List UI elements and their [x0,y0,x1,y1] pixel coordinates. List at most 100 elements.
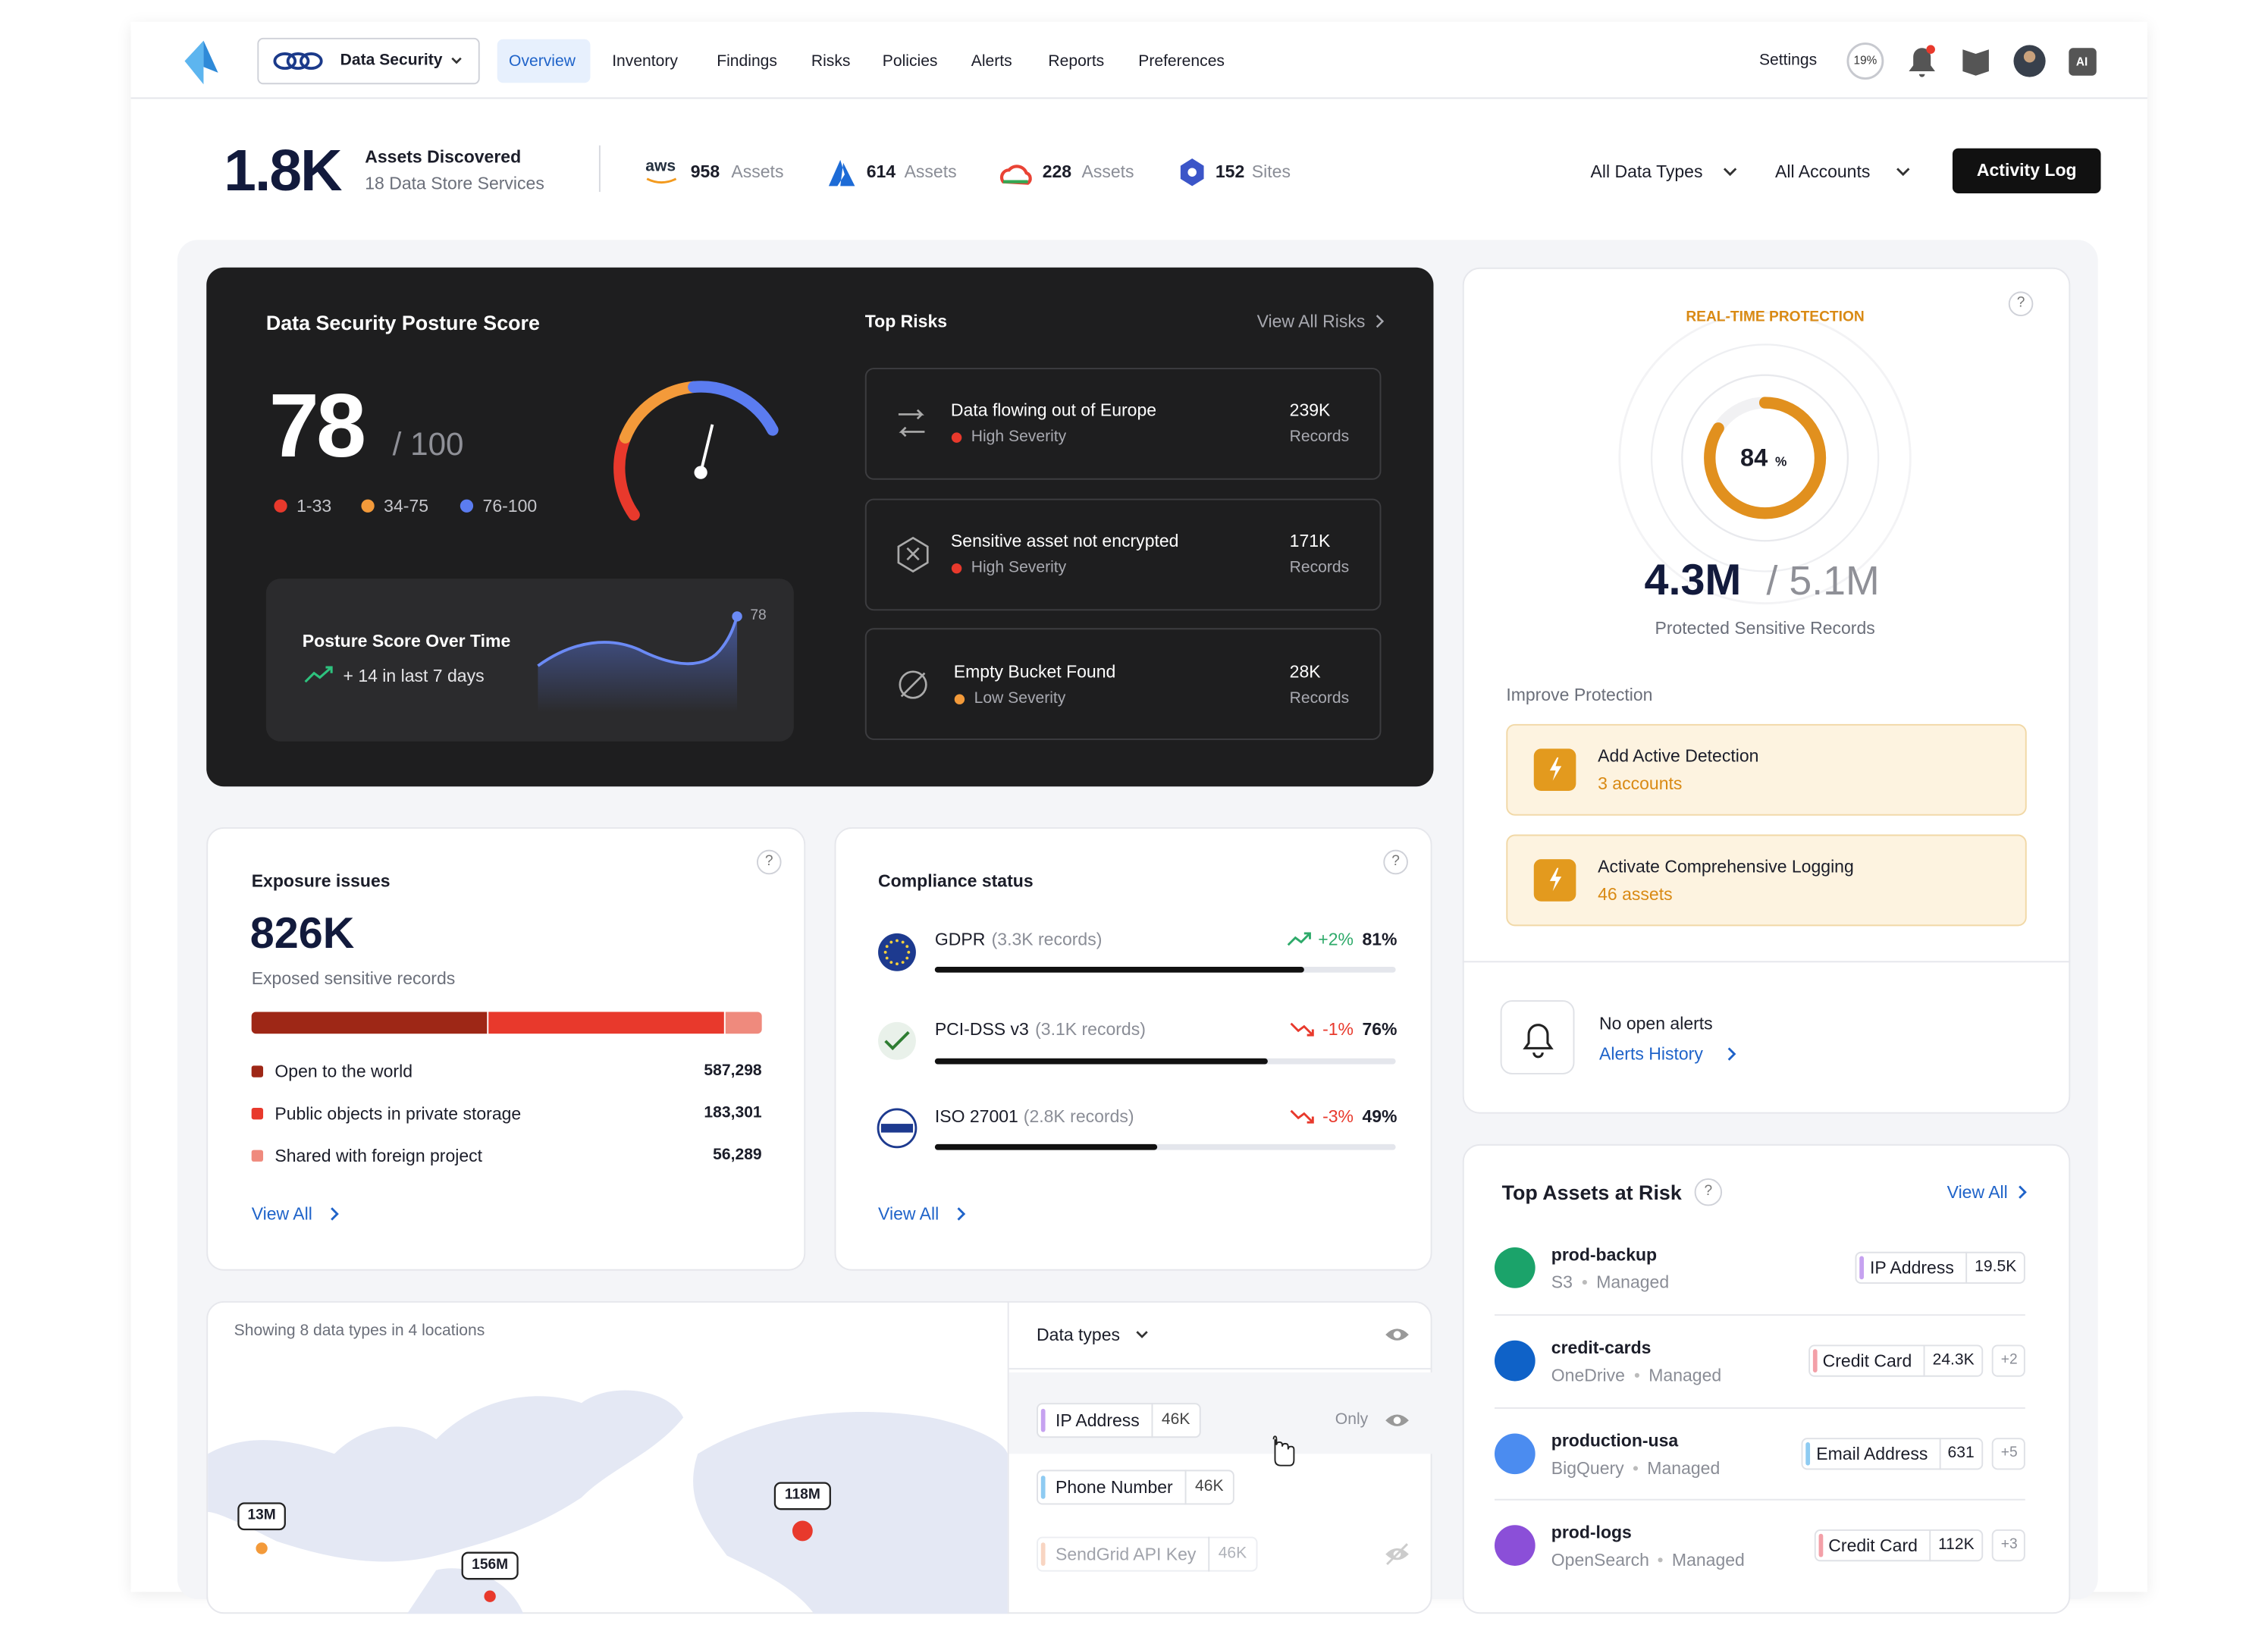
data-tag [1814,1529,1984,1562]
tag-extra-box [1991,1529,2025,1562]
nav-tab[interactable]: Inventory [612,52,678,71]
button[interactable]: Activity Log [1976,159,2077,180]
help [756,849,782,875]
nav-divider [130,97,2147,99]
asset-icon [1494,1433,1536,1475]
chevron [1896,168,1910,177]
data-type-chip[interactable] [1037,1470,1234,1505]
link[interactable]: View All [878,1203,940,1225]
action-card[interactable] [1506,723,2027,816]
data-type-chip[interactable] [1037,1536,1258,1572]
product-select[interactable] [257,37,480,85]
help [1694,1178,1723,1206]
star [901,940,905,944]
nav-tab[interactable]: Findings [717,52,777,71]
label: 1-33 [296,495,332,516]
azure-icon [828,159,855,187]
label: 56,289 [713,1146,762,1164]
link[interactable]: View All [251,1203,312,1225]
label: 13M [247,1507,276,1524]
label: BigQuery [1551,1458,1624,1479]
link[interactable]: View All [1946,1181,2008,1203]
product-icon [286,52,310,71]
data-tag [1855,1251,2025,1284]
label: 34-75 [384,495,429,516]
label: Compliance status [878,870,1034,892]
label: 19.5K [1975,1258,2017,1276]
gdpr-icon [878,933,916,971]
asset-icon [1494,1525,1536,1566]
label: Exposure issues [251,870,391,892]
data-type-chip[interactable] [1037,1403,1201,1438]
nav-tab[interactable]: Overview [509,52,576,71]
chevron [451,57,462,64]
star [885,945,889,949]
label: 76-100 [482,495,538,516]
end-dot [732,611,742,622]
legend-dot [361,499,375,513]
avatar-head [2023,51,2036,63]
pci-mark [884,1030,910,1051]
label: OneDrive [1551,1365,1625,1386]
chevron [331,1207,339,1221]
nav-tab[interactable]: Risks [811,52,851,71]
nav-tab[interactable]: Preferences [1138,52,1225,71]
label: Sensitive asset not encrypted [950,530,1179,551]
filter[interactable]: All Accounts [1775,161,1871,182]
divider [1939,1438,1941,1470]
progress-fill [934,1058,1268,1065]
button[interactable]: Only [1335,1410,1369,1429]
risk-item[interactable] [864,498,1382,611]
nav-link[interactable]: Settings [1758,52,1818,70]
label: IP Address [1055,1410,1140,1431]
star [896,962,899,966]
label: 19% [1853,53,1877,67]
label: 46 assets [1598,883,1673,905]
label: (3.3K records) [991,929,1103,950]
nav-tab[interactable]: Policies [882,52,938,71]
label: 24.3K [1932,1351,1975,1369]
link[interactable]: View All Risks [1256,311,1366,332]
label: Records [1289,559,1350,577]
label: Add Active Detection [1598,745,1759,767]
action-card[interactable] [1506,834,2027,927]
label: Phone Number [1055,1476,1173,1498]
risk-item[interactable] [864,368,1382,480]
exposure-card [206,827,806,1271]
landmass [406,1568,524,1614]
activity-log-button[interactable] [1952,148,2101,194]
iso-band [880,1124,914,1133]
severity-dot [954,694,965,704]
tag-extra: +5 [2000,1444,2018,1461]
compliance-card [834,827,1432,1271]
type-color [1040,1542,1046,1566]
risk-item[interactable] [864,628,1382,740]
label: 18 Data Store Services [365,173,544,194]
donut-fill [1704,397,1827,519]
label: 183,301 [704,1104,762,1122]
empty-icon [899,670,927,699]
bar-segment [488,1012,724,1034]
progress-fill [934,1143,1158,1150]
landmass [693,1412,1008,1614]
label: / 5.1M [1766,558,1880,604]
label: Credit Card [1822,1350,1912,1372]
label: REAL-TIME PROTECTION [1686,309,1865,326]
filter[interactable]: Data types [1037,1324,1121,1345]
star [885,956,889,960]
nav-tab[interactable]: Alerts [971,52,1012,71]
ring [1618,311,1912,605]
label: Data Security Posture Score [265,311,540,334]
nav-tab[interactable]: Reports [1048,52,1105,71]
eye-pupil [1393,1331,1401,1338]
label: Showing 8 data types in 4 locations [234,1322,485,1340]
trend-icon [1287,932,1311,946]
filter[interactable]: All Data Types [1590,161,1703,182]
divider [1009,1368,1432,1370]
divider [1494,1314,2025,1316]
label: 587,298 [704,1062,762,1080]
divider [1929,1529,1931,1562]
link[interactable]: Alerts History [1599,1043,1703,1065]
